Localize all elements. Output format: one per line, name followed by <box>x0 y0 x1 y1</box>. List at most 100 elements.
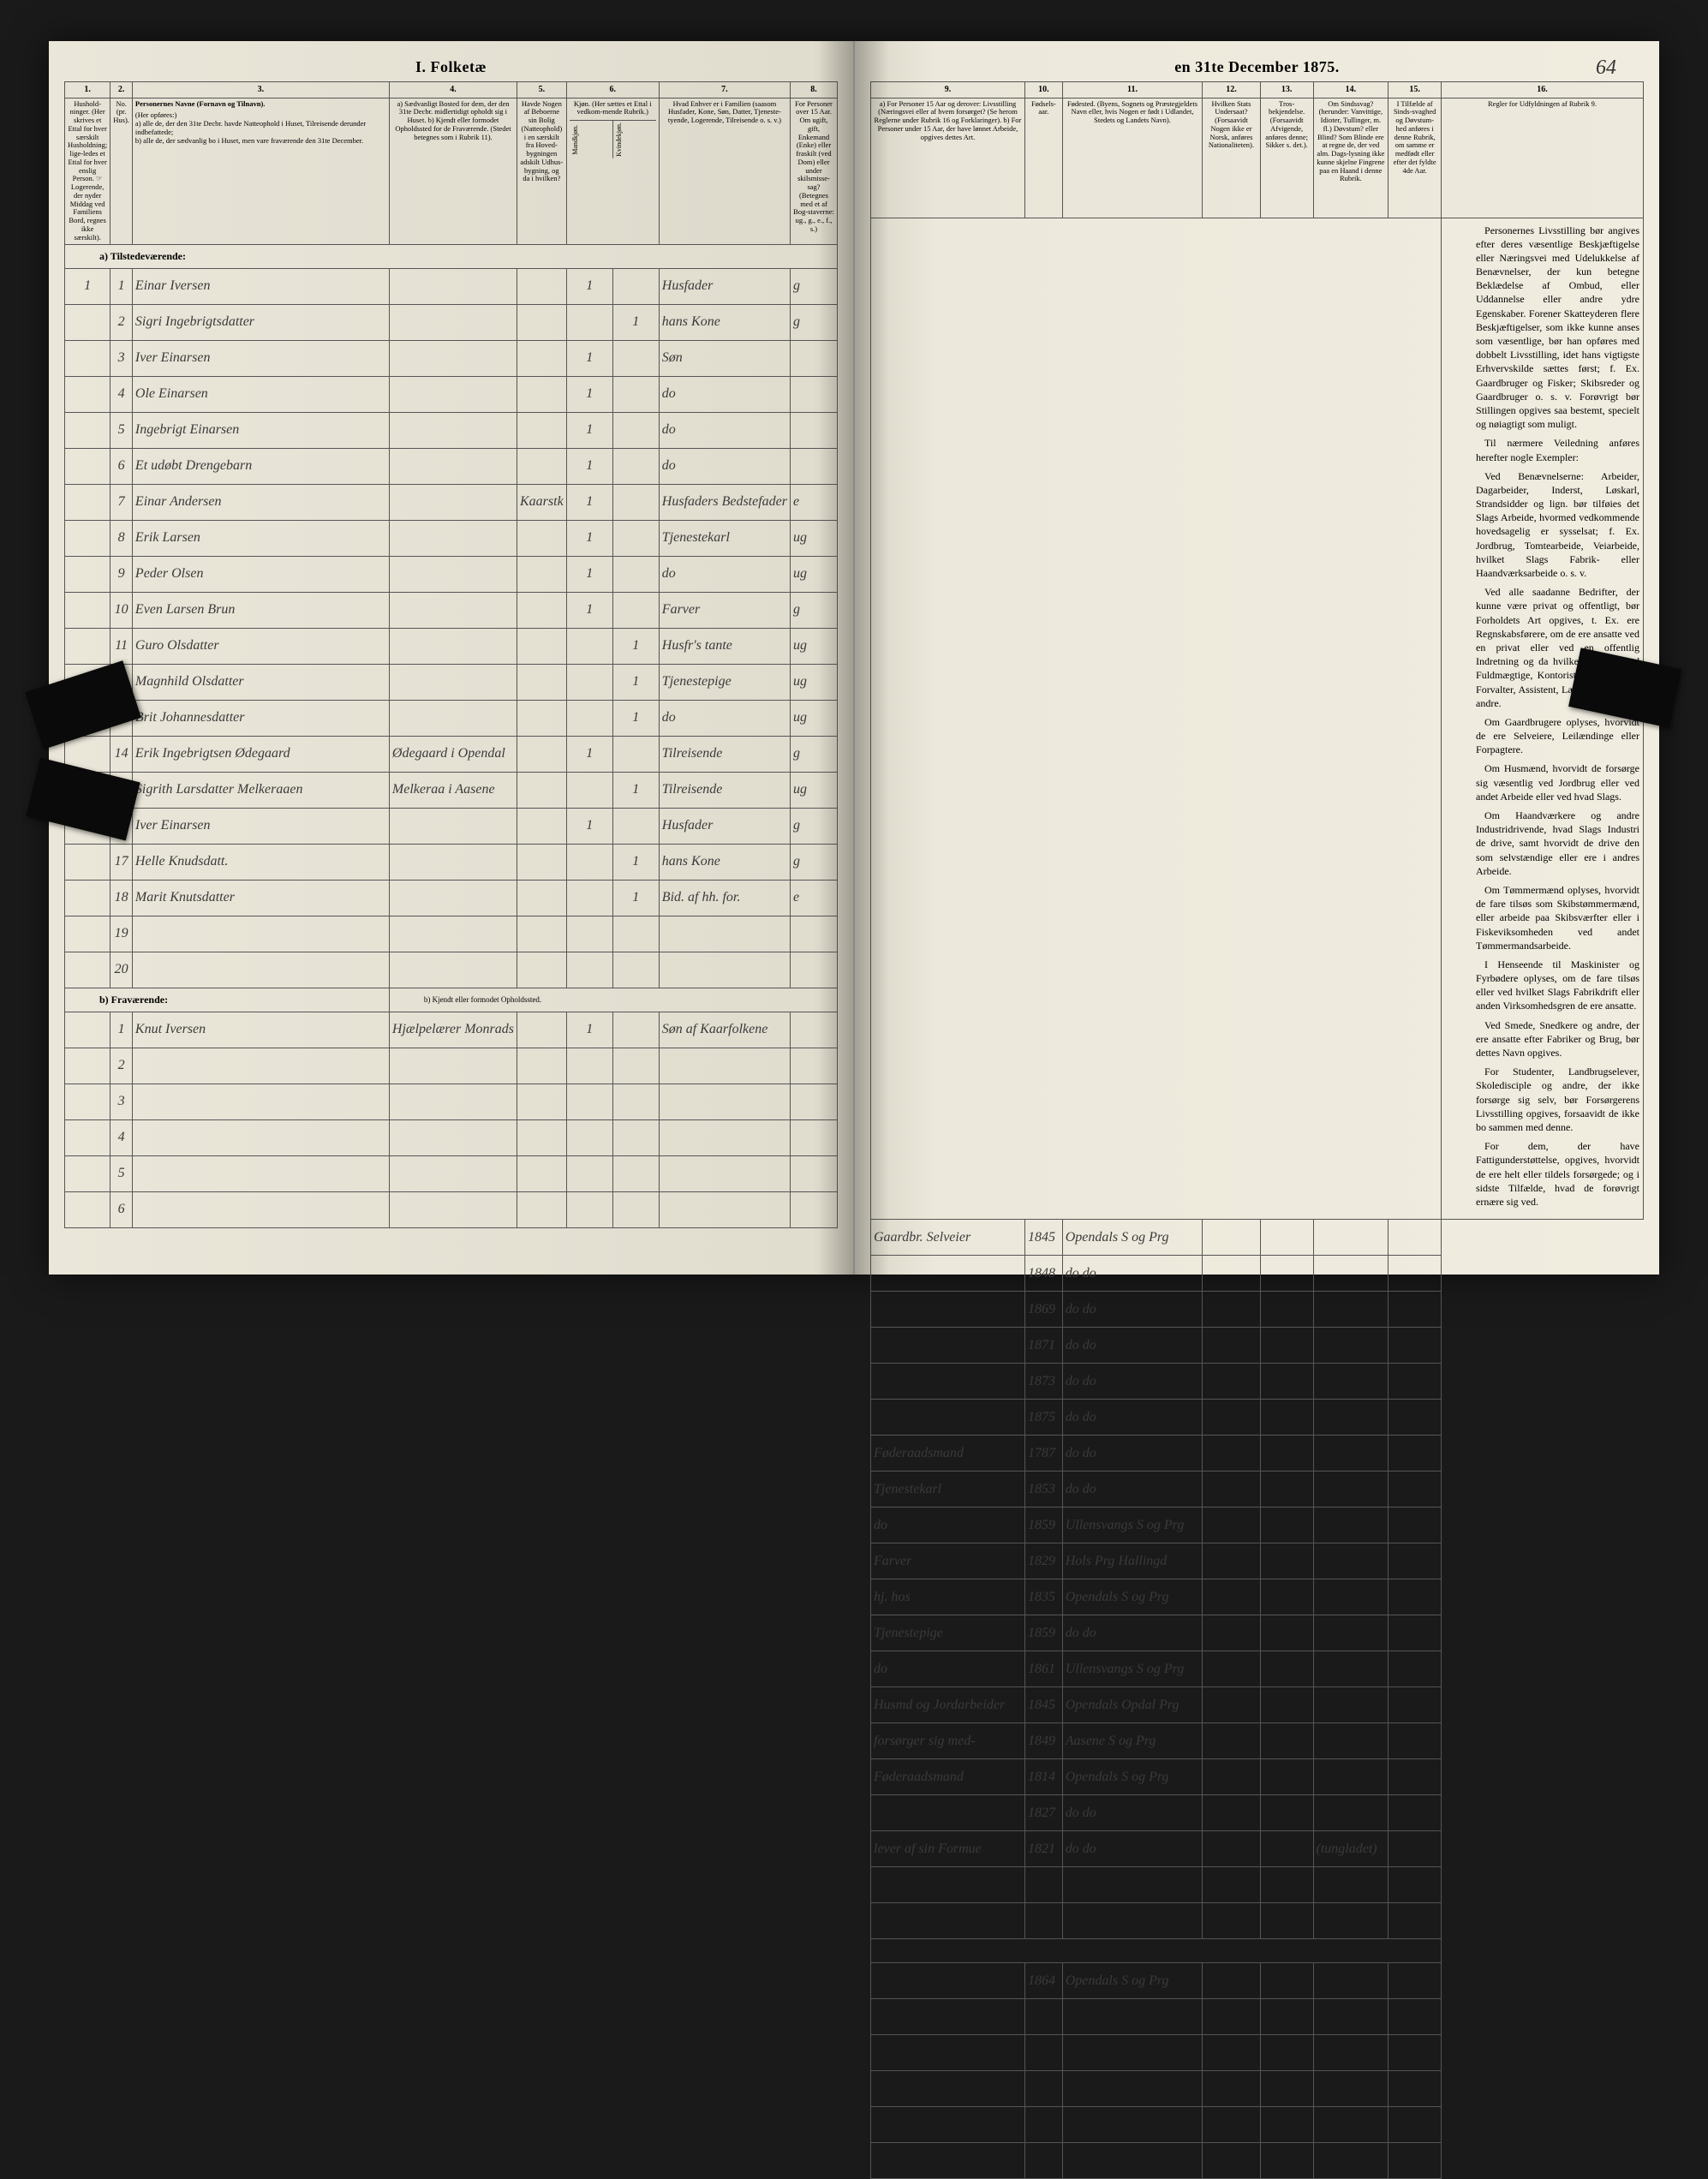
hdr-c13: Tros-bekjendelse. (Forsaavidt Afvigende,… <box>1260 98 1313 218</box>
table-row <box>871 2071 1644 2107</box>
cell <box>517 520 567 556</box>
col-num: 7. <box>659 82 790 99</box>
cell <box>566 304 612 340</box>
table-row: 1871do do <box>871 1328 1644 1364</box>
cell: Brit Johannesdatter <box>132 700 389 736</box>
cell <box>612 808 659 844</box>
cell: 1873 <box>1024 1364 1062 1400</box>
hdr-c10: Fødsels-aar. <box>1024 98 1062 218</box>
cell <box>1313 1963 1388 1999</box>
table-row: 1827do do <box>871 1795 1644 1831</box>
left-page: I. Folketæ 1.2.3.4.5.6.7.8. Hushold-ning… <box>49 41 855 1275</box>
cell <box>1313 1615 1388 1651</box>
cell <box>1203 1220 1261 1256</box>
cell <box>65 1012 110 1048</box>
cell <box>1313 1795 1388 1831</box>
cell: Farver <box>659 592 790 628</box>
instruction-para: Om Husmænd, hvorvidt de forsørge sig væs… <box>1476 761 1639 803</box>
cell <box>1260 1759 1313 1795</box>
cell: Magnhild Olsdatter <box>132 664 389 700</box>
cell <box>65 592 110 628</box>
table-row: 11Einar Iversen1Husfaderg <box>65 268 838 304</box>
cell: Gaardbr. Selveier <box>871 1220 1025 1256</box>
cell <box>871 1963 1025 1999</box>
table-row: Tjenestepige1859do do <box>871 1615 1644 1651</box>
table-row: 10Even Larsen Brun1Farverg <box>65 592 838 628</box>
cell <box>517 304 567 340</box>
cell <box>389 664 517 700</box>
cell: Erik Ingebrigtsen Ødegaard <box>132 736 389 772</box>
cell <box>517 700 567 736</box>
cell: 11 <box>110 628 133 664</box>
cell <box>1388 1579 1442 1615</box>
cell <box>612 376 659 412</box>
table-row: 3Iver Einarsen1Søn <box>65 340 838 376</box>
cell <box>517 448 567 484</box>
instruction-para: Ved Benævnelserne: Arbeider, Dagarbeider… <box>1476 469 1639 581</box>
table-row: forsørger sig med-1849Aasene S og Prg <box>871 1723 1644 1759</box>
table-row <box>871 1867 1644 1903</box>
cell <box>1313 1364 1388 1400</box>
cell <box>612 484 659 520</box>
cell <box>517 736 567 772</box>
cell: 1859 <box>1024 1615 1062 1651</box>
cell <box>517 880 567 916</box>
cell: Ingebrigt Einarsen <box>132 412 389 448</box>
cell <box>612 736 659 772</box>
cell: do do <box>1062 1364 1202 1400</box>
cell <box>1388 1963 1442 1999</box>
cell <box>1313 1220 1388 1256</box>
cell <box>1203 1543 1261 1579</box>
cell <box>1313 1292 1388 1328</box>
table-row: Føderaadsmand1814Opendals S og Prg <box>871 1759 1644 1795</box>
cell <box>389 448 517 484</box>
cell: Peder Olsen <box>132 556 389 592</box>
cell <box>1260 1963 1313 1999</box>
cell <box>517 844 567 880</box>
cell: 9 <box>110 556 133 592</box>
cell: Opendals Opdal Prg <box>1062 1687 1202 1723</box>
cell: do do <box>1062 1795 1202 1831</box>
cell: ug <box>791 520 838 556</box>
table-row: 6 <box>65 1191 838 1227</box>
table-row: 1848do do <box>871 1256 1644 1292</box>
cell <box>517 808 567 844</box>
cell: Hols Prg Hallingd <box>1062 1543 1202 1579</box>
cell <box>65 412 110 448</box>
cell <box>1260 1328 1313 1364</box>
cell <box>1388 1687 1442 1723</box>
col-num: 13. <box>1260 82 1313 99</box>
cell <box>1388 1328 1442 1364</box>
cell: 1848 <box>1024 1256 1062 1292</box>
cell: hans Kone <box>659 304 790 340</box>
cell: Et udøbt Drengebarn <box>132 448 389 484</box>
cell <box>1313 1723 1388 1759</box>
section-a: a) Tilstedeværende: <box>65 244 838 268</box>
table-row <box>871 2035 1644 2071</box>
cell <box>566 628 612 664</box>
title-right: en 31te December 1875. <box>870 58 1644 76</box>
cell <box>389 808 517 844</box>
cell: Søn af Kaarfolkene <box>659 1012 790 1048</box>
instruction-para: Om Tømmermænd oplyses, hvorvidt de fare … <box>1476 883 1639 952</box>
cell: Husfaders Bedstefader <box>659 484 790 520</box>
cell: Guro Olsdatter <box>132 628 389 664</box>
cell: 1 <box>566 376 612 412</box>
cell: Tilreisende <box>659 772 790 808</box>
cell <box>791 1012 838 1048</box>
cell: 1 <box>612 700 659 736</box>
cell: 1869 <box>1024 1292 1062 1328</box>
cell <box>389 880 517 916</box>
cell: Husfader <box>659 268 790 304</box>
cell: do do <box>1062 1328 1202 1364</box>
cell: do <box>659 448 790 484</box>
table-row: hj. hos1835Opendals S og Prg <box>871 1579 1644 1615</box>
cell <box>1203 1364 1261 1400</box>
cell <box>389 556 517 592</box>
table-row: 7Einar AndersenKaarstk1Husfaders Bedstef… <box>65 484 838 520</box>
cell <box>791 448 838 484</box>
cell: do do <box>1062 1436 1202 1472</box>
cell: 1 <box>612 880 659 916</box>
table-row: 8Erik Larsen1Tjenestekarlug <box>65 520 838 556</box>
col-num: 3. <box>132 82 389 99</box>
